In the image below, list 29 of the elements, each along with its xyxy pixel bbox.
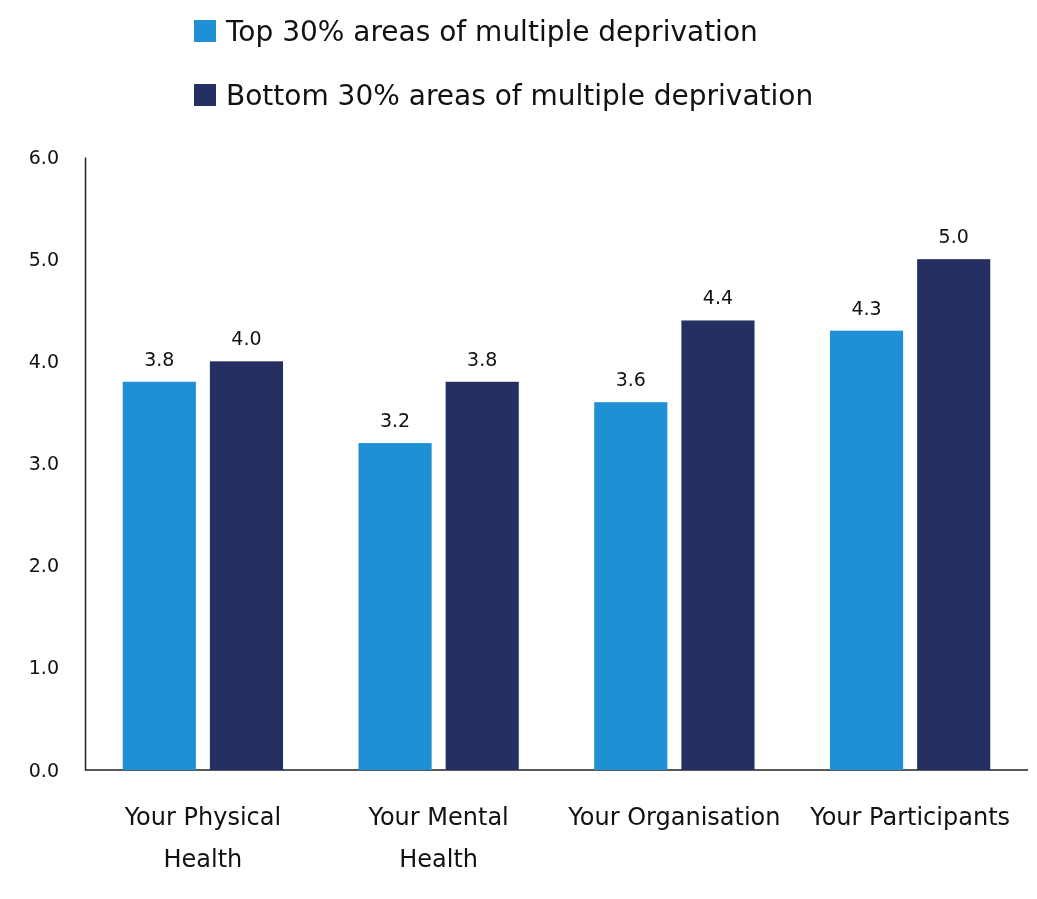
bar [445,381,519,770]
bar [594,402,668,770]
x-tick-label: Your Mental Health [367,803,509,874]
data-label: 4.3 [851,296,882,319]
y-tick-label: 6.0 [28,145,59,168]
bar [681,320,755,770]
x-tick-label: Your Physical Health [123,803,282,874]
bar [917,259,991,770]
y-tick-label: 1.0 [28,656,59,679]
x-tick-label: Your Organisation [567,803,781,832]
x-tick-label: Your Participants [809,803,1011,832]
bar [829,330,904,770]
legend-label: Bottom 30% areas of multiple deprivation [226,78,814,112]
bar [209,361,284,770]
data-label: 4.4 [702,286,734,309]
legend-label: Top 30% areas of multiple deprivation [225,14,758,48]
y-tick-label: 0.0 [28,758,59,781]
bar [358,443,432,770]
data-label: 4.0 [231,327,262,350]
data-label: 3.6 [615,368,646,391]
data-label: 5.0 [938,225,969,248]
data-label: 3.8 [467,347,498,370]
data-label: 3.8 [144,347,175,370]
data-label: 3.2 [379,409,411,432]
y-tick-label: 3.0 [28,452,59,475]
bar [122,381,196,770]
y-tick-label: 2.0 [28,554,59,577]
y-tick-label: 4.0 [28,349,59,372]
y-tick-label: 5.0 [28,247,59,270]
